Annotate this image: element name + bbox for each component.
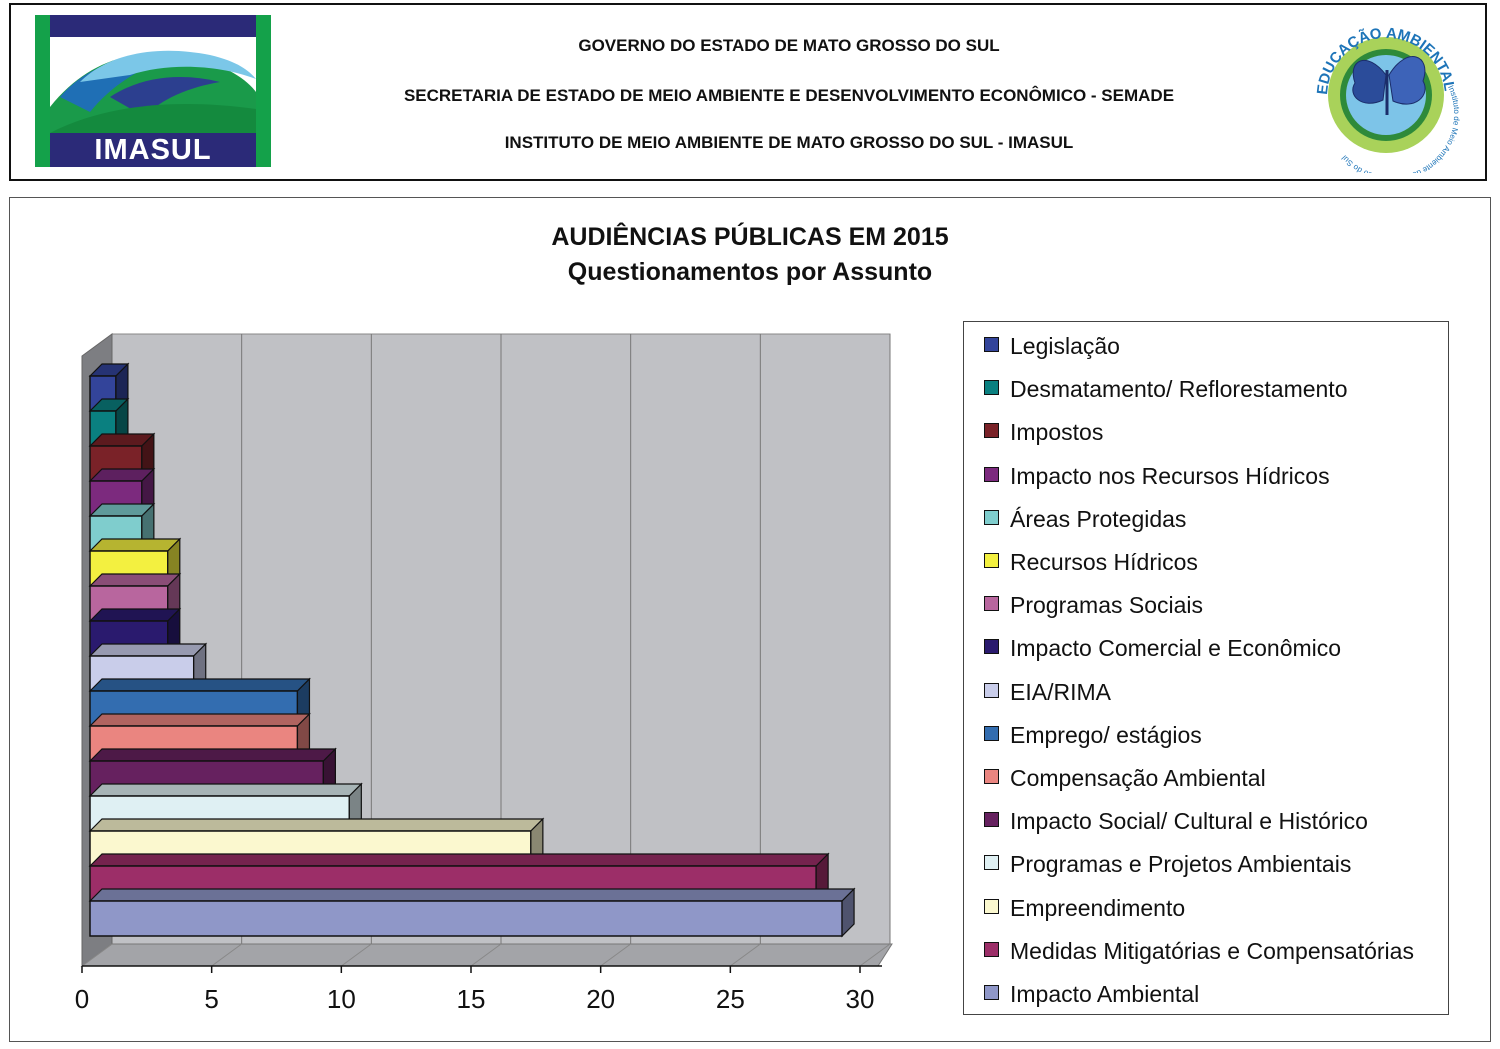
floor-gridline	[600, 943, 631, 967]
legend-swatch	[984, 898, 999, 914]
header-line-2: SECRETARIA DE ESTADO DE MEIO AMBIENTE E …	[403, 86, 1175, 105]
bar-top-face	[88, 713, 311, 727]
legend-label: Legislação	[1010, 333, 1120, 359]
x-tick-label: 5	[204, 984, 218, 1014]
legend-swatch	[984, 639, 999, 655]
legend-label: Impacto nos Recursos Hídricos	[1010, 462, 1330, 489]
legend-label: Impostos	[1010, 419, 1104, 446]
chart-legend: Legislação Desmatamento/ Reflorestamento I…	[963, 321, 1449, 1015]
bar-top-face	[88, 783, 363, 797]
header-text: GOVERNO DO ESTADO DE MATO GROSSO DO SUL …	[291, 5, 1287, 179]
legend-swatch	[984, 941, 999, 957]
legend-swatch	[984, 380, 999, 396]
chart-subtitle: Questionamentos por Assunto	[567, 258, 933, 286]
header-banner: IMASUL GOVERNO DO ESTADO DE MATO GROSSO …	[9, 3, 1487, 183]
legend-swatch	[984, 985, 999, 1000]
floor-gridline	[211, 943, 242, 967]
legend-swatch	[984, 596, 999, 612]
legend-label: Medidas Mitigatórias e Compensatórias	[1010, 937, 1414, 964]
x-tick-label: 25	[716, 984, 745, 1014]
floor-gridline	[730, 943, 761, 967]
bar-top-face	[88, 888, 856, 902]
bar-top-face	[88, 748, 337, 762]
imasul-logo: IMASUL	[35, 15, 271, 167]
header-line-3: INSTITUTO DE MEIO AMBIENTE DE MATO GROSS…	[504, 133, 1074, 152]
legend-label: Impacto Social/ Cultural e Histórico	[1010, 808, 1368, 835]
logo-wordmark: IMASUL	[50, 133, 256, 167]
bar	[89, 900, 843, 937]
chart-title: AUDIÊNCIAS PÚBLICAS EM 2015	[551, 223, 949, 251]
bar-chart-plot: 0 5 10 15 20 25 30	[75, 333, 893, 1014]
legend-swatch	[984, 553, 999, 568]
legend-swatch	[984, 725, 999, 741]
educacao-ambiental-logo: EDUCAÇÃO AMBIENTAL Instituto de Meio Amb…	[1307, 15, 1465, 183]
x-tick-label: 30	[846, 984, 875, 1014]
legend-swatch	[984, 682, 999, 698]
legend-label: Empreendimento	[1010, 894, 1186, 921]
legend-label: Compensação Ambiental	[1010, 765, 1266, 791]
legend-label: Recursos Hídricos	[1010, 549, 1198, 575]
legend-swatch	[984, 423, 999, 439]
legend-label: Programas Sociais	[1010, 592, 1204, 619]
legend-label: Impacto Ambiental	[1010, 981, 1200, 1007]
bar-side-face	[841, 887, 855, 938]
legend-swatch	[984, 509, 999, 525]
x-tick-label: 15	[457, 984, 486, 1014]
floor-gridline	[859, 943, 891, 967]
logo-top-bar	[50, 15, 256, 37]
legend-swatch	[984, 337, 999, 352]
legend-swatch	[984, 466, 999, 482]
bar-top-face	[88, 643, 208, 657]
floor-gridline	[470, 943, 502, 967]
legend-label: EIA/RIMA	[1010, 678, 1111, 705]
x-tick-label: 10	[327, 984, 356, 1014]
x-tick-label: 0	[75, 984, 89, 1014]
x-tick-label: 20	[586, 984, 615, 1014]
legend-label: Desmatamento/ Reflorestamento	[1010, 376, 1348, 403]
bar-top-face	[88, 573, 182, 587]
legend-label: Impacto Comercial e Econômico	[1010, 635, 1342, 662]
logo-wave-graphic	[50, 37, 256, 133]
bar-top-face	[88, 538, 182, 552]
plot-floor	[80, 943, 893, 967]
header-line-1: GOVERNO DO ESTADO DE MATO GROSSO DO SUL	[578, 36, 1000, 55]
bar-top-face	[88, 678, 311, 692]
legend-label: Emprego/ estágios	[1010, 721, 1202, 748]
legend-label: Programas e Projetos Ambientais	[1010, 851, 1352, 878]
bar-top-face	[88, 853, 830, 867]
legend-label: Áreas Protegidas	[1010, 505, 1187, 532]
legend-swatch	[984, 812, 999, 828]
bar-top-face	[88, 818, 545, 832]
legend-swatch	[984, 769, 999, 784]
legend-swatch	[984, 855, 999, 871]
bar-top-face	[88, 608, 182, 622]
floor-gridline	[81, 943, 113, 967]
floor-gridline	[341, 943, 372, 967]
